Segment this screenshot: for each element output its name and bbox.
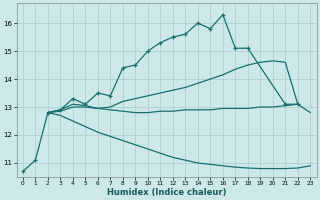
X-axis label: Humidex (Indice chaleur): Humidex (Indice chaleur) [107, 188, 226, 197]
